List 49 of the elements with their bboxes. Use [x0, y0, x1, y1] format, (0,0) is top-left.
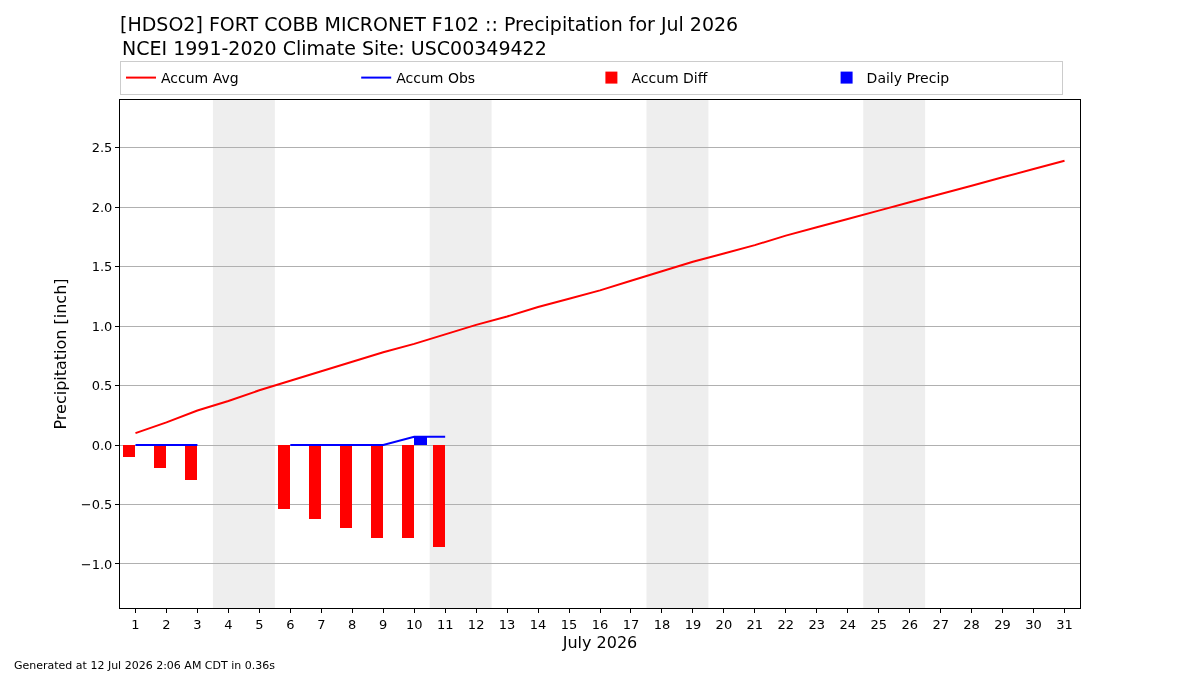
x-tick-label: 30: [1025, 616, 1042, 632]
y-tick-label: −0.5: [80, 497, 113, 513]
x-tick-label: 31: [1056, 616, 1073, 632]
x-tick-label: 20: [715, 616, 733, 632]
x-tick-label: 16: [591, 616, 609, 632]
x-tick-label: 17: [622, 616, 640, 632]
x-tick-label: 13: [498, 616, 516, 632]
line-series: [134, 159, 1066, 435]
chart-subtitle: NCEI 1991-2020 Climate Site: USC00349422: [122, 37, 547, 59]
x-tick-label: 24: [839, 616, 857, 632]
x-tick-label: 7: [317, 616, 326, 632]
x-tick-label: 22: [777, 616, 795, 632]
legend-label: Accum Obs: [396, 70, 476, 87]
x-tick-label: 1: [131, 616, 140, 632]
y-tick-label: 1.5: [91, 259, 113, 275]
x-tick-label: 2: [162, 616, 171, 632]
x-tick-label: 10: [405, 616, 423, 632]
x-axis-title: July 2026: [561, 633, 638, 653]
x-tick-label: 8: [348, 616, 357, 632]
y-tick-label: 0.5: [91, 378, 113, 394]
x-tick-label: 25: [870, 616, 887, 632]
y-tick-label: −1.0: [80, 556, 113, 572]
x-tick-label: 14: [529, 616, 547, 632]
x-tick-label: 26: [901, 616, 918, 632]
text: Generated at 12 Jul 2026 2:06 AM CDT in 0.36s: [14, 659, 276, 672]
legend-label: Accum Avg: [161, 70, 239, 87]
x-tick-label: 19: [684, 616, 702, 632]
x-tick-label: 11: [436, 616, 454, 632]
x-tick-label: 21: [746, 616, 764, 632]
legend-label: Accum Diff: [631, 70, 708, 87]
x-tick-label: 5: [255, 616, 264, 632]
x-tick-label: 3: [193, 616, 202, 632]
x-tick-label: 29: [994, 616, 1011, 632]
x-tick-label: 15: [560, 616, 578, 632]
chart-title: [HDSO2] FORT COBB MICRONET F102 :: Precipitation for Jul 2026: [120, 12, 739, 35]
x-tick-label: 27: [932, 616, 949, 632]
y-tick-label: 2.5: [91, 140, 113, 156]
x-tick-label: 9: [379, 616, 388, 632]
x-tick-label: 12: [467, 616, 485, 632]
x-tick-label: 6: [286, 616, 295, 632]
x-tick-label: 18: [653, 616, 671, 632]
y-tick-label: 2.0: [91, 199, 113, 215]
x-tick-label: 23: [808, 616, 826, 632]
legend-label: Daily Precip: [866, 70, 950, 87]
x-tick-label: 28: [963, 616, 980, 632]
y-axis-title: Precipitation [inch]: [50, 278, 70, 430]
x-tick-label: 4: [224, 616, 233, 632]
y-tick-label: 0.0: [91, 437, 113, 453]
y-tick-label: 1.0: [91, 318, 113, 334]
